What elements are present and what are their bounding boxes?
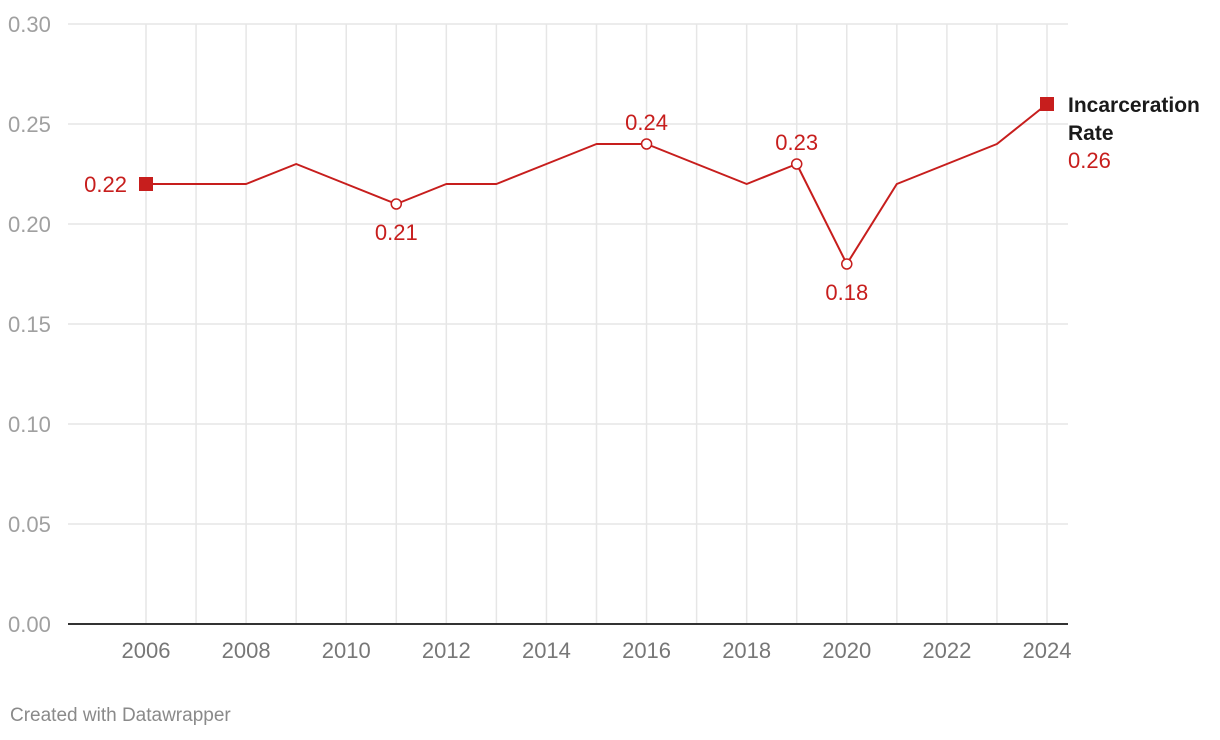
y-tick-label: 0.30 [8, 12, 51, 37]
y-gridlines [68, 23, 1068, 525]
x-axis-ticks: 2006 2008 2010 2012 2014 2016 2018 2020 2022 2024 [122, 638, 1072, 663]
series-name-label: Incarceration Rate [1068, 94, 1200, 145]
endpoint-marker [1040, 97, 1054, 111]
data-label: 0.23 [775, 130, 818, 155]
datawrapper-credit[interactable]: Created with Datawrapper [10, 705, 231, 726]
x-gridlines [145, 24, 1048, 624]
endpoint-marker [139, 177, 153, 191]
y-tick-label: 0.25 [8, 112, 51, 137]
series-line [146, 103, 1048, 265]
x-tick-label: 2020 [822, 638, 871, 663]
x-tick-label: 2016 [622, 638, 671, 663]
x-tick-label: 2006 [122, 638, 171, 663]
data-label: 0.22 [84, 172, 127, 197]
highlight-marker [640, 138, 653, 150]
y-tick-label: 0.20 [8, 212, 51, 237]
data-label: 0.21 [375, 220, 418, 245]
x-tick-label: 2024 [1023, 638, 1072, 663]
x-tick-label: 2014 [522, 638, 571, 663]
series-last-value: 0.26 [1068, 148, 1111, 173]
y-tick-label: 0.10 [8, 412, 51, 437]
series-end-label: Incarceration Rate 0.26 [1068, 94, 1200, 173]
highlight-marker [841, 258, 853, 270]
x-tick-label: 2010 [322, 638, 371, 663]
y-tick-label: 0.00 [8, 612, 51, 637]
x-tick-label: 2022 [922, 638, 971, 663]
highlight-marker [790, 158, 803, 170]
x-tick-label: 2018 [722, 638, 771, 663]
y-tick-label: 0.15 [8, 312, 51, 337]
x-tick-label: 2008 [222, 638, 271, 663]
x-tick-label: 2012 [422, 638, 471, 663]
y-tick-label: 0.05 [8, 512, 51, 537]
highlight-marker [390, 198, 403, 210]
data-label: 0.18 [825, 280, 868, 305]
data-label: 0.24 [625, 110, 668, 135]
data-annotations: 0.22 0.21 0.24 0.23 0.18 [84, 97, 1054, 305]
series-lines [146, 103, 1048, 265]
y-axis-ticks: 0.00 0.05 0.10 0.15 0.20 0.25 0.30 [8, 12, 51, 637]
